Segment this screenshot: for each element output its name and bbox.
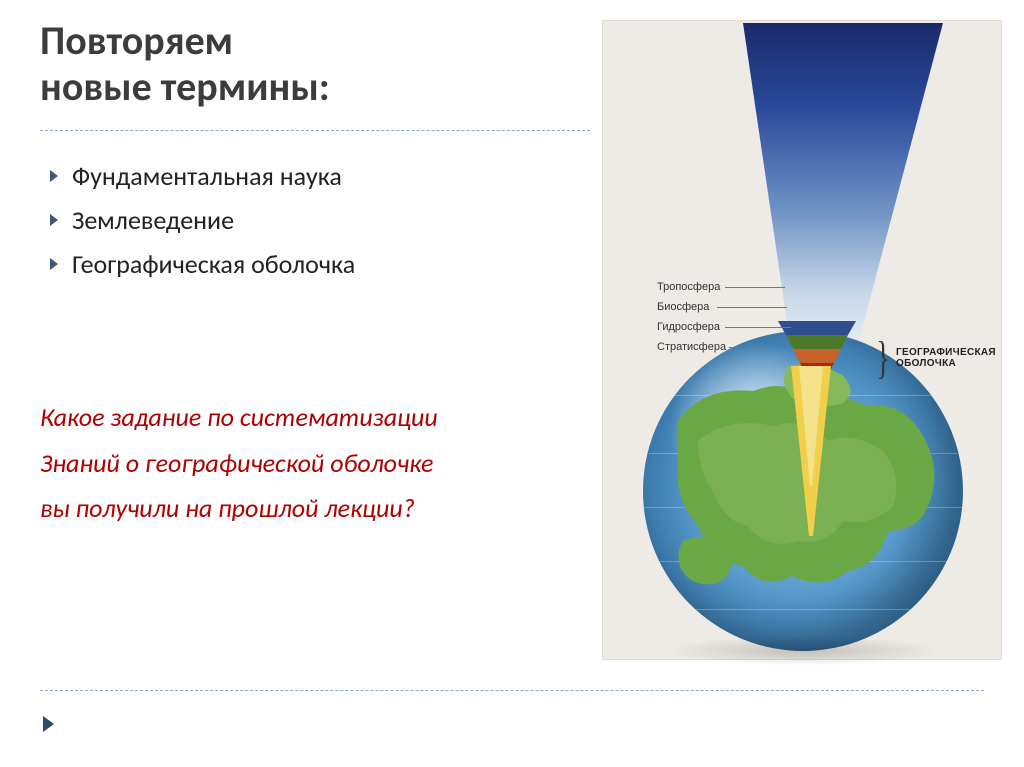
chevron-right-icon: [50, 258, 58, 270]
question-block: Какое задание по систематизации Знаний о…: [40, 395, 580, 532]
footer-chevron-icon: [40, 713, 62, 735]
question-line-2: Знаний о географической оболочке: [40, 441, 580, 487]
list-item: Фундаментальная наука: [50, 160, 570, 192]
title-line-1: Повторяем: [40, 18, 600, 64]
bullet-text: Географическая оболочка: [72, 248, 355, 280]
divider-bottom: [40, 690, 984, 691]
earth-diagram: Тропосфера Биосфера Гидросфера Стратисфе…: [602, 20, 1002, 660]
divider-top: [40, 130, 590, 131]
globe-shadow: [663, 636, 943, 666]
leader-line: [725, 287, 785, 288]
leader-line: [717, 307, 787, 308]
list-item: Географическая оболочка: [50, 248, 570, 280]
list-item: Землеведение: [50, 204, 570, 236]
layer-label-stratisphere: Стратисфера: [657, 341, 726, 353]
leader-line: [725, 327, 791, 328]
bullet-list: Фундаментальная наука Землеведение Геогр…: [50, 160, 570, 292]
brace-icon: }: [876, 331, 889, 384]
chevron-right-icon: [50, 214, 58, 226]
question-line-1: Какое задание по систематизации: [40, 395, 580, 441]
bullet-text: Землеведение: [72, 204, 234, 236]
layer-label-hydrosphere: Гидросфера: [657, 321, 720, 333]
geographic-shell-label: ГЕОГРАФИЧЕСКАЯ ОБОЛОЧКА: [896, 347, 996, 369]
layer-label-troposphere: Тропосфера: [657, 281, 720, 293]
leader-line: [729, 347, 793, 348]
chevron-right-icon: [50, 170, 58, 182]
layer-label-biosphere: Биосфера: [657, 301, 709, 313]
title-block: Повторяем новые термины:: [40, 18, 600, 110]
question-line-3: вы получили на прошлой лекции?: [40, 486, 580, 532]
slide: Повторяем новые термины: Фундаментальная…: [0, 0, 1024, 767]
core-wedge: [785, 366, 837, 536]
bullet-text: Фундаментальная наука: [72, 160, 342, 192]
atmosphere-cone: [743, 23, 943, 363]
title-line-2: новые термины:: [40, 64, 600, 110]
